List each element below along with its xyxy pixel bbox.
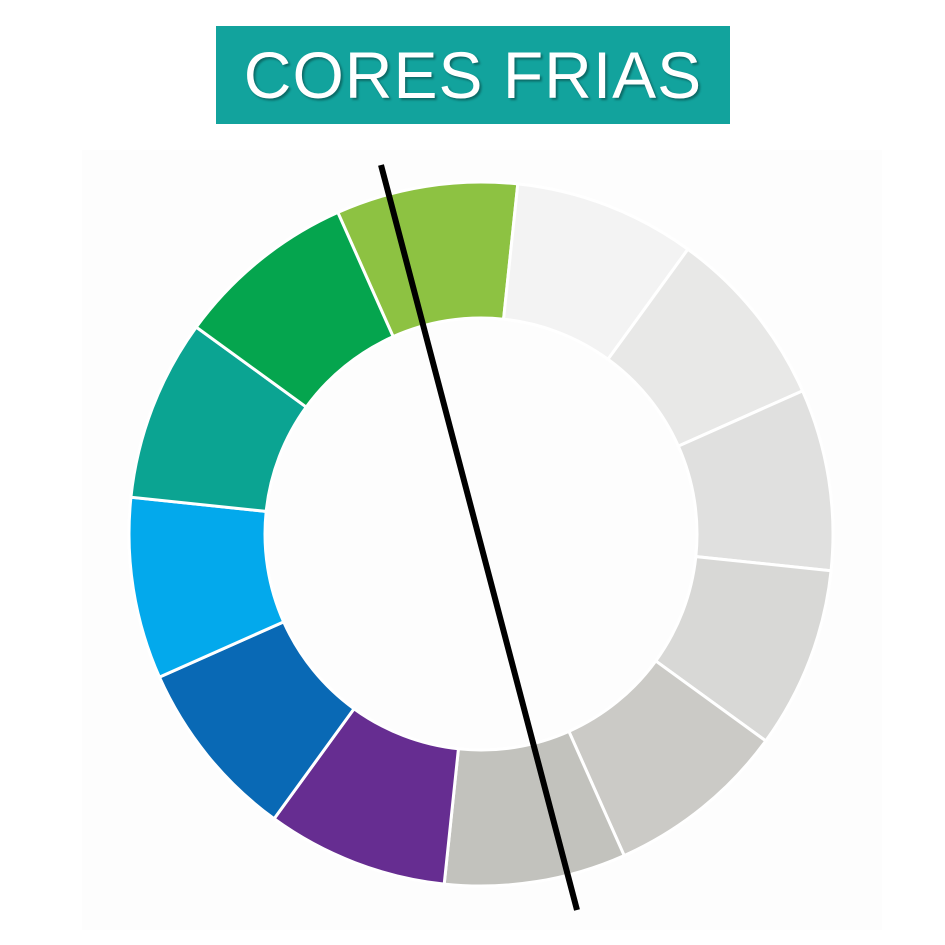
divider-line	[378, 164, 580, 911]
title-banner: CORES FRIAS	[216, 26, 730, 124]
wheel-segment-green	[194, 210, 396, 410]
page-title: CORES FRIAS	[243, 38, 703, 112]
wheel-segments	[127, 180, 835, 888]
